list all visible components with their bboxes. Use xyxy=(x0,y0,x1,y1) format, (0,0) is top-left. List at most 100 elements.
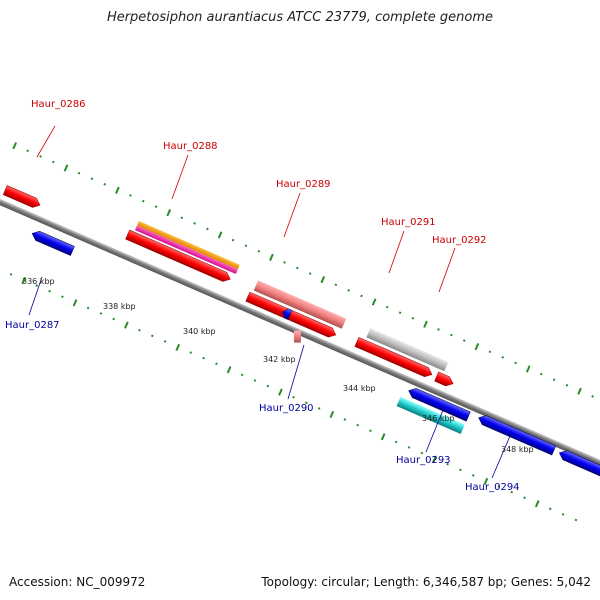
scale-major-tick xyxy=(21,276,26,285)
scale-major-tick xyxy=(217,231,223,239)
scale-minor-tick xyxy=(253,379,257,382)
scale-minor-tick xyxy=(317,407,321,410)
scale-minor-tick xyxy=(77,171,81,175)
scale-tick-label: 344 kbp xyxy=(343,384,376,393)
scale-minor-tick xyxy=(394,440,398,444)
scale-minor-tick xyxy=(244,244,248,248)
scale-minor-tick xyxy=(446,462,449,466)
scale-minor-tick xyxy=(462,339,466,342)
scale-major-tick xyxy=(371,298,377,306)
gene-haur-0290[interactable] xyxy=(281,307,293,320)
gene-haur-0288[interactable] xyxy=(125,229,233,284)
label-leaders xyxy=(28,125,511,479)
scale-minor-tick xyxy=(356,423,360,427)
scale-minor-tick xyxy=(26,149,30,153)
gene-haur-0289-pink[interactable] xyxy=(253,280,347,329)
scale-major-tick xyxy=(63,164,69,172)
gene-label[interactable]: Haur_0288 xyxy=(163,141,218,152)
scale-major-tick xyxy=(115,186,120,194)
scale-minor-tick xyxy=(407,446,411,449)
gene-label[interactable]: Haur_0294 xyxy=(465,482,520,493)
scale-major-tick xyxy=(278,388,283,396)
scale-minor-tick xyxy=(398,311,402,315)
scale-minor-tick xyxy=(510,490,514,494)
scale-minor-tick xyxy=(459,468,462,472)
scale-minor-tick xyxy=(112,317,116,321)
scale-minor-tick xyxy=(591,395,594,398)
scale-minor-tick xyxy=(35,284,39,287)
scale-minor-tick xyxy=(90,177,94,181)
gene-haur-0286[interactable] xyxy=(2,185,42,209)
scale-tick-label: 346 kbp xyxy=(422,414,455,423)
gene-haur-0291[interactable] xyxy=(354,336,434,379)
scale-minor-tick xyxy=(141,199,145,203)
gene-haur-0288-orange[interactable] xyxy=(136,220,240,270)
scale-minor-tick xyxy=(488,350,492,354)
scale-minor-tick xyxy=(86,306,90,310)
scale-minor-tick xyxy=(574,518,578,522)
scale-minor-tick xyxy=(385,305,389,309)
scale-minor-tick xyxy=(240,373,244,377)
scale-major-tick xyxy=(72,299,78,307)
scale-minor-tick xyxy=(411,316,415,320)
scale-major-tick xyxy=(124,321,129,329)
scale-minor-tick xyxy=(308,272,312,275)
scale-minor-tick xyxy=(305,401,308,405)
gene-label[interactable]: Haur_0290 xyxy=(259,403,314,414)
scale-minor-tick xyxy=(497,485,501,488)
scale-minor-tick xyxy=(292,395,295,399)
scale-minor-tick xyxy=(129,194,132,197)
scale-major-tick xyxy=(166,209,172,217)
gene-label[interactable]: Haur_0287 xyxy=(5,320,60,331)
gene-label[interactable]: Haur_0292 xyxy=(432,235,487,246)
gene-haur-0291-gray[interactable] xyxy=(366,328,449,372)
scale-minor-tick xyxy=(163,340,167,343)
gene-haur-0294b[interactable] xyxy=(557,448,600,477)
gene-haur-0294[interactable] xyxy=(477,413,557,456)
scale-minor-tick xyxy=(138,328,141,332)
scale-major-tick xyxy=(320,276,326,284)
scale-minor-tick xyxy=(39,155,42,158)
scale-major-tick xyxy=(175,343,181,352)
scale-major-tick xyxy=(534,500,540,508)
gene-label[interactable]: Haur_0286 xyxy=(31,99,86,110)
gene-haur-0292[interactable] xyxy=(434,371,455,388)
scale-major-tick xyxy=(380,433,386,441)
scale-minor-tick xyxy=(189,351,193,354)
scale-minor-tick xyxy=(369,429,372,433)
gene-label[interactable]: Haur_0289 xyxy=(276,179,331,190)
scale-minor-tick xyxy=(193,222,196,225)
scale-major-tick xyxy=(577,387,582,395)
gene-label[interactable]: Haur_0293 xyxy=(396,455,451,466)
gene-haur-0293[interactable] xyxy=(407,386,471,422)
scale-major-tick xyxy=(226,366,232,374)
gene-haur-0288-magenta[interactable] xyxy=(134,225,238,275)
scale-minor-tick xyxy=(61,295,64,299)
scale-minor-tick xyxy=(334,283,338,287)
gene-haur-0289[interactable] xyxy=(245,291,338,339)
scale-minor-tick xyxy=(48,289,51,293)
scale-tick-label: 338 kbp xyxy=(103,302,136,311)
reverse-scale-dots xyxy=(9,273,578,522)
scale-minor-tick xyxy=(154,205,158,208)
scale-minor-tick xyxy=(450,333,453,337)
scale-minor-tick xyxy=(347,289,350,292)
forward-scale-dots xyxy=(12,142,594,398)
scale-major-tick xyxy=(269,253,274,261)
scale-minor-tick xyxy=(52,160,55,164)
scale-minor-tick xyxy=(283,261,286,264)
scale-minor-tick xyxy=(514,361,517,365)
gene-haur-0293-cyan[interactable] xyxy=(396,396,465,434)
gene-haur-0290-pink[interactable] xyxy=(293,330,301,343)
scale-major-tick xyxy=(483,477,489,486)
scale-tick-label: 340 kbp xyxy=(183,327,216,336)
scale-minor-tick xyxy=(561,513,565,516)
scale-major-tick xyxy=(423,320,428,328)
gene-label[interactable]: Haur_0291 xyxy=(381,217,436,228)
gene-haur-0287[interactable] xyxy=(30,229,75,256)
scale-minor-tick xyxy=(150,334,154,338)
scale-minor-tick xyxy=(437,328,440,331)
scale-major-tick xyxy=(329,410,335,419)
scale-minor-tick xyxy=(257,249,261,253)
